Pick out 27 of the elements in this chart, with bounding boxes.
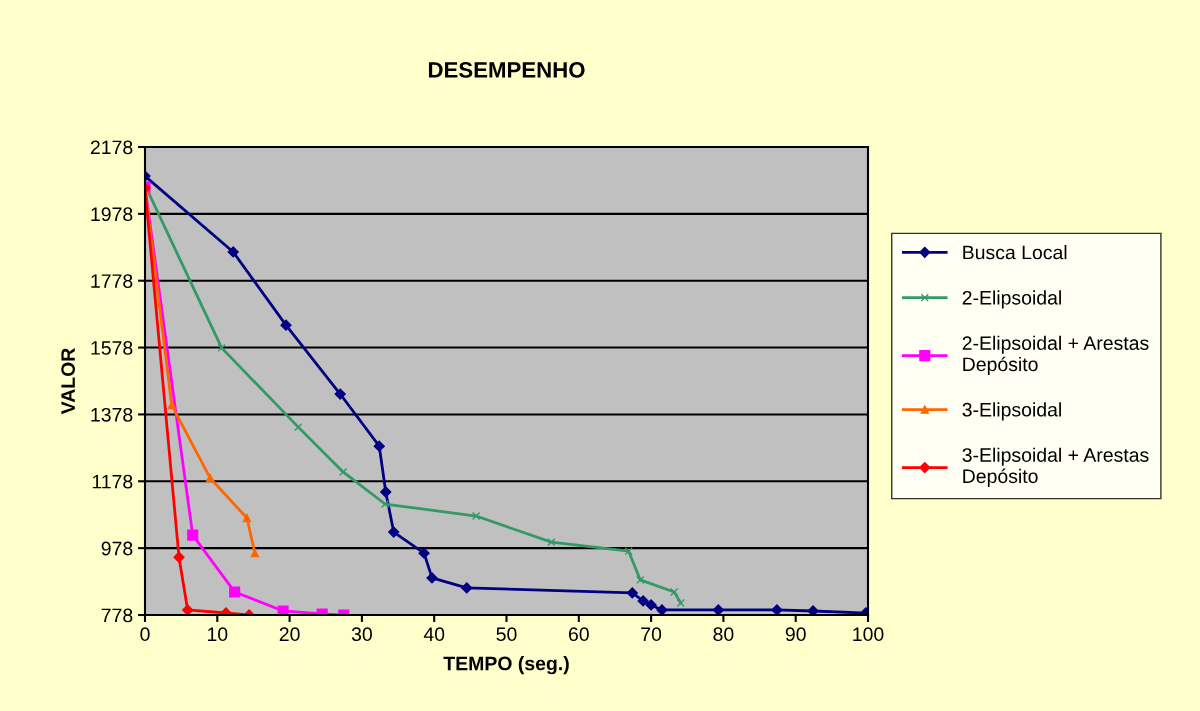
y-tick-label: 1378 xyxy=(91,407,133,422)
y-axis-title: VALOR xyxy=(61,348,75,415)
legend-label: 2-Elipsoidal + Arestas Depósito xyxy=(962,335,1149,376)
y-tick-label: 1578 xyxy=(91,341,133,355)
x-tick-label: 90 xyxy=(785,627,806,642)
x-tick-label: 20 xyxy=(279,627,300,642)
y-tick-label: 1778 xyxy=(91,274,133,288)
legend-label: 3-Elipsoidal + Arestas Depósito xyxy=(962,447,1149,487)
y-tick-label: 1178 xyxy=(92,474,133,489)
y-tick-label: 978 xyxy=(101,541,133,556)
legend-label: 3-Elipsoidal xyxy=(962,402,1061,421)
y-tick-label: 2178 xyxy=(90,140,133,155)
x-axis-title: TEMPO (seg.) xyxy=(443,656,569,675)
x-tick-label: 60 xyxy=(568,627,589,642)
x-tick-label: 40 xyxy=(423,627,445,642)
chart-title: DESEMPENHO xyxy=(428,62,585,78)
x-tick-label: 100 xyxy=(853,627,884,642)
x-tick-label: 70 xyxy=(641,627,662,642)
x-tick-label: 10 xyxy=(207,627,228,642)
x-tick-label: 80 xyxy=(713,627,734,642)
y-tick-label: 778 xyxy=(101,608,133,623)
x-tick-label: 30 xyxy=(351,627,372,642)
legend-label: Busca Local xyxy=(963,245,1067,260)
legend-label: 2-Elipsoidal xyxy=(962,290,1061,309)
x-tick-label: 50 xyxy=(496,627,517,642)
x-tick-label: 0 xyxy=(140,627,150,642)
y-tick-label: 1978 xyxy=(91,207,133,222)
